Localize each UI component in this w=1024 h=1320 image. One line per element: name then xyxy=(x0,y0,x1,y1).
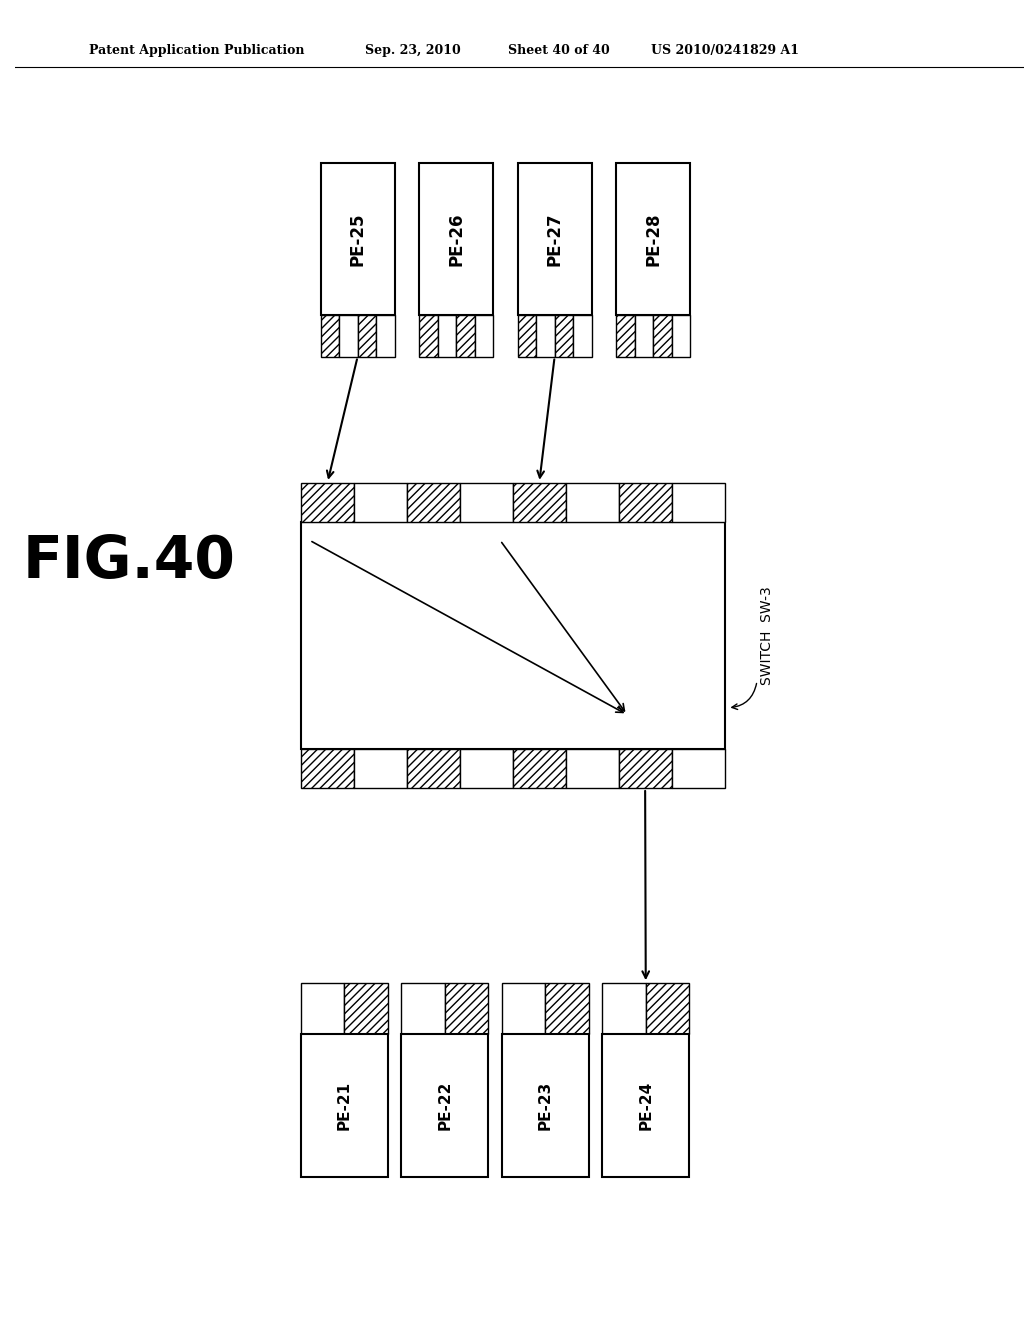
Bar xyxy=(565,483,618,523)
Bar xyxy=(301,1035,388,1177)
Bar xyxy=(376,315,394,356)
Bar xyxy=(460,483,513,523)
Bar xyxy=(513,748,565,788)
Text: Sheet 40 of 40: Sheet 40 of 40 xyxy=(508,45,609,57)
Bar xyxy=(573,315,592,356)
Bar xyxy=(407,483,460,523)
Bar xyxy=(444,983,488,1035)
Bar xyxy=(646,983,689,1035)
Bar xyxy=(518,315,537,356)
Bar xyxy=(321,315,339,356)
Text: Sep. 23, 2010: Sep. 23, 2010 xyxy=(365,45,461,57)
Bar xyxy=(513,483,565,523)
Bar xyxy=(354,483,407,523)
Bar xyxy=(672,483,725,523)
Bar xyxy=(357,315,376,356)
Bar xyxy=(301,748,354,788)
Text: PE-23: PE-23 xyxy=(538,1081,553,1130)
Bar xyxy=(460,748,513,788)
Bar xyxy=(419,315,437,356)
Bar xyxy=(354,748,407,788)
Bar xyxy=(672,748,725,788)
Text: US 2010/0241829 A1: US 2010/0241829 A1 xyxy=(650,45,799,57)
Text: PE-28: PE-28 xyxy=(644,213,663,265)
Bar xyxy=(419,162,494,315)
Bar xyxy=(555,315,573,356)
Bar xyxy=(537,315,555,356)
Text: PE-26: PE-26 xyxy=(447,213,465,265)
Bar xyxy=(565,748,618,788)
Text: PE-22: PE-22 xyxy=(437,1081,453,1130)
Bar xyxy=(401,983,444,1035)
Text: PE-25: PE-25 xyxy=(348,213,367,265)
Bar xyxy=(616,162,690,315)
Bar xyxy=(407,748,460,788)
Bar xyxy=(344,983,388,1035)
Bar xyxy=(672,315,690,356)
Bar xyxy=(301,523,725,748)
Text: PE-24: PE-24 xyxy=(638,1081,653,1130)
Bar xyxy=(456,315,474,356)
Bar xyxy=(602,1035,689,1177)
Bar xyxy=(545,983,589,1035)
Text: FIG.40: FIG.40 xyxy=(23,533,236,590)
Bar xyxy=(474,315,494,356)
Text: PE-21: PE-21 xyxy=(337,1081,352,1130)
Text: Patent Application Publication: Patent Application Publication xyxy=(89,45,305,57)
Bar xyxy=(653,315,672,356)
Bar xyxy=(339,315,357,356)
Text: PE-27: PE-27 xyxy=(546,213,563,265)
Bar xyxy=(321,162,394,315)
Bar xyxy=(502,1035,589,1177)
Bar xyxy=(301,983,344,1035)
Bar xyxy=(602,983,646,1035)
Bar xyxy=(618,483,672,523)
Text: SWITCH  SW-3: SWITCH SW-3 xyxy=(760,586,774,685)
Bar xyxy=(437,315,456,356)
Bar xyxy=(618,748,672,788)
Bar xyxy=(502,983,545,1035)
Bar xyxy=(518,162,592,315)
Bar xyxy=(635,315,653,356)
Bar xyxy=(301,483,354,523)
Bar xyxy=(616,315,635,356)
Bar xyxy=(401,1035,488,1177)
